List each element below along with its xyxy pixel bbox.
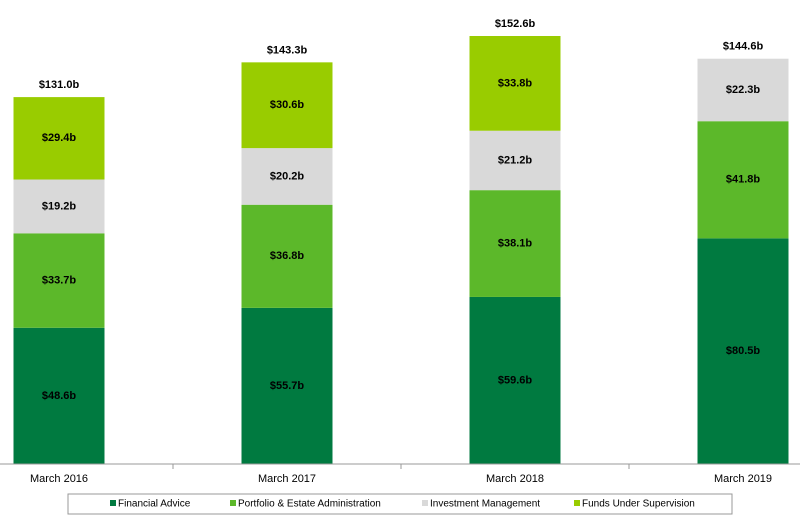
value-label: $36.8b: [270, 250, 305, 262]
bar-segment: [241, 62, 333, 149]
bar-segment: [469, 190, 561, 297]
legend-box: [67, 493, 733, 515]
total-label: $131.0b: [39, 79, 80, 91]
legend-swatch: [230, 500, 236, 506]
bar-segment: [469, 130, 561, 191]
value-label: $41.8b: [726, 174, 761, 186]
bar-segment: [697, 121, 789, 239]
bar-segment: [13, 327, 105, 464]
total-label: $152.6b: [495, 18, 536, 30]
bar-segment: [241, 148, 333, 205]
bar-segment: [241, 204, 333, 308]
bar-segment: [13, 179, 105, 234]
legend-label: Portfolio & Estate Administration: [238, 499, 381, 510]
total-label: $144.6b: [723, 41, 764, 53]
value-label: $59.6b: [498, 374, 533, 386]
legend-label: Financial Advice: [118, 499, 191, 510]
legend-label: Funds Under Supervision: [582, 499, 695, 510]
x-tick-label: March 2018: [486, 473, 544, 485]
bar-segment: [697, 238, 789, 464]
value-label: $22.3b: [726, 84, 761, 96]
x-tick-label: March 2016: [30, 473, 88, 485]
x-tick-label: March 2017: [258, 473, 316, 485]
bar-segment: [469, 36, 561, 131]
value-label: $21.2b: [498, 154, 533, 166]
legend-swatch: [422, 500, 428, 506]
value-label: $48.6b: [42, 390, 77, 402]
total-label: $143.3b: [267, 44, 308, 56]
bar-segment: [13, 97, 105, 180]
value-label: $29.4b: [42, 132, 77, 144]
value-label: $30.6b: [270, 99, 305, 111]
bar-segment: [13, 233, 105, 328]
legend-label: Investment Management: [430, 499, 540, 510]
bar-segment: [241, 307, 333, 464]
value-label: $55.7b: [270, 380, 305, 392]
value-label: $20.2b: [270, 170, 305, 182]
legend-swatch: [110, 500, 116, 506]
value-label: $19.2b: [42, 200, 77, 212]
value-label: $33.7b: [42, 274, 77, 286]
value-label: $33.8b: [498, 77, 533, 89]
bar-segment: [697, 58, 789, 122]
value-label: $80.5b: [726, 345, 761, 357]
legend-swatch: [574, 500, 580, 506]
bar-segment: [469, 296, 561, 464]
x-tick-label: March 2019: [714, 473, 772, 485]
value-label: $38.1b: [498, 237, 533, 249]
